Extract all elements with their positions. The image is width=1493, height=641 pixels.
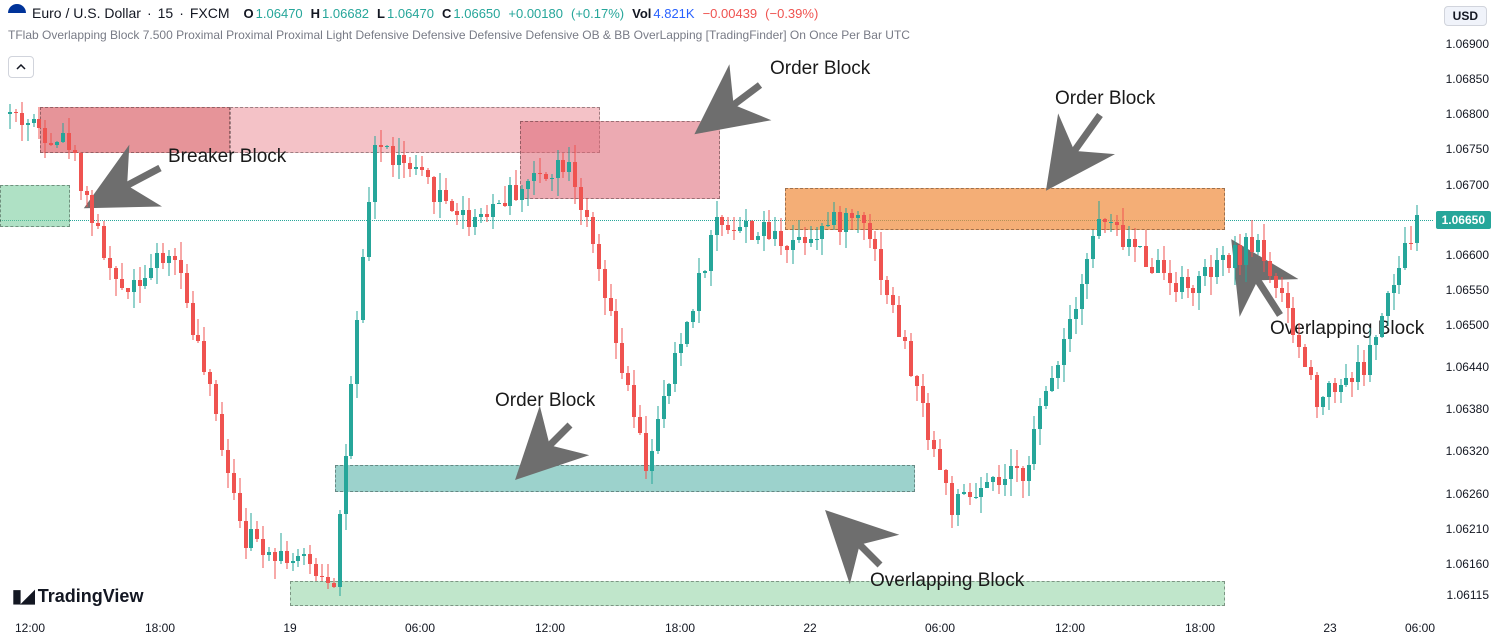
o-val: 1.06470: [256, 6, 303, 21]
price-tick: 1.06750: [1446, 142, 1489, 156]
price-tick: 1.06115: [1447, 588, 1490, 602]
c-label: C: [442, 6, 451, 21]
h-val: 1.06682: [322, 6, 369, 21]
symbol-flag-icon: [8, 4, 26, 22]
price-axis[interactable]: 1.06900 1.06850 1.06800 1.06750 1.06700 1.066…: [1433, 30, 1493, 613]
vol-val: 4.821K: [653, 6, 694, 21]
teal-block: [335, 465, 915, 492]
exchange[interactable]: FXCM: [190, 5, 230, 21]
time-tick: 19: [283, 621, 296, 635]
price-tick: 1.06800: [1446, 107, 1489, 121]
l-val: 1.06470: [387, 6, 434, 21]
vol-label: Vol: [632, 6, 651, 21]
green-bottom: [290, 581, 1225, 606]
time-tick: 23: [1323, 621, 1336, 635]
price-tick: 1.06440: [1446, 360, 1489, 374]
time-tick: 18:00: [1185, 621, 1215, 635]
time-tick: 18:00: [145, 621, 175, 635]
chg-pct: (+0.17%): [571, 6, 624, 21]
time-tick: 06:00: [1405, 621, 1435, 635]
order-block-right-label: Order Block: [1055, 88, 1155, 110]
c-val: 1.06650: [453, 6, 500, 21]
green-small: [0, 185, 70, 227]
price-tick: 1.06320: [1446, 444, 1489, 458]
price-tick: 1.06550: [1446, 283, 1489, 297]
order-block-mid-label: Order Block: [495, 390, 595, 412]
price-tick: 1.06160: [1446, 557, 1489, 571]
ohlc-readout: O1.06470 H1.06682 L1.06470 C1.06650 +0.0…: [244, 6, 819, 21]
order-block-top-label: Order Block: [770, 58, 870, 80]
dot-sep2: ·: [179, 5, 184, 21]
time-tick: 06:00: [925, 621, 955, 635]
arrow-overlap-bot: [830, 515, 880, 565]
order-red: [520, 121, 720, 198]
time-tick: 12:00: [15, 621, 45, 635]
chart-header: Euro / U.S. Dollar · 15 · FXCM O1.06470 …: [0, 0, 1493, 26]
time-tick: 12:00: [1055, 621, 1085, 635]
breaker-block-label: Breaker Block: [168, 146, 286, 168]
overlapping-bottom-label: Overlapping Block: [870, 570, 1024, 592]
price-tick: 1.06850: [1446, 72, 1489, 86]
time-tick: 22: [803, 621, 816, 635]
currency-badge[interactable]: USD: [1444, 6, 1487, 26]
price-tick: 1.06700: [1446, 178, 1489, 192]
time-axis[interactable]: 12:00 18:00 19 06:00 12:00 18:00 22 06:00 12:00 1…: [0, 613, 1433, 641]
tradingview-logo: ▮◢ TradingView: [12, 586, 143, 607]
o-label: O: [244, 6, 254, 21]
chg: +0.00180: [508, 6, 563, 21]
time-tick: 12:00: [535, 621, 565, 635]
interval[interactable]: 15: [158, 5, 174, 21]
price-tick: 1.06210: [1446, 522, 1489, 536]
current-price-badge: 1.06650: [1436, 211, 1491, 229]
arrow-breaker: [90, 168, 160, 205]
logo-text: TradingView: [38, 586, 144, 606]
dot-sep: ·: [147, 5, 152, 21]
l-label: L: [377, 6, 385, 21]
time-tick: 06:00: [405, 621, 435, 635]
neg-chg: −0.00439: [703, 6, 758, 21]
price-tick: 1.06600: [1446, 248, 1489, 262]
price-tick: 1.06500: [1446, 318, 1489, 332]
time-tick: 18:00: [665, 621, 695, 635]
price-tick: 1.06900: [1446, 37, 1489, 51]
h-label: H: [311, 6, 320, 21]
price-tick: 1.06380: [1446, 402, 1489, 416]
arrow-ob-right: [1050, 115, 1100, 185]
price-tick: 1.06260: [1446, 487, 1489, 501]
chart-area[interactable]: Breaker Block Order Block Order Block Order…: [0, 30, 1433, 613]
neg-pct: (−0.39%): [765, 6, 818, 21]
symbol-name[interactable]: Euro / U.S. Dollar: [32, 5, 141, 21]
